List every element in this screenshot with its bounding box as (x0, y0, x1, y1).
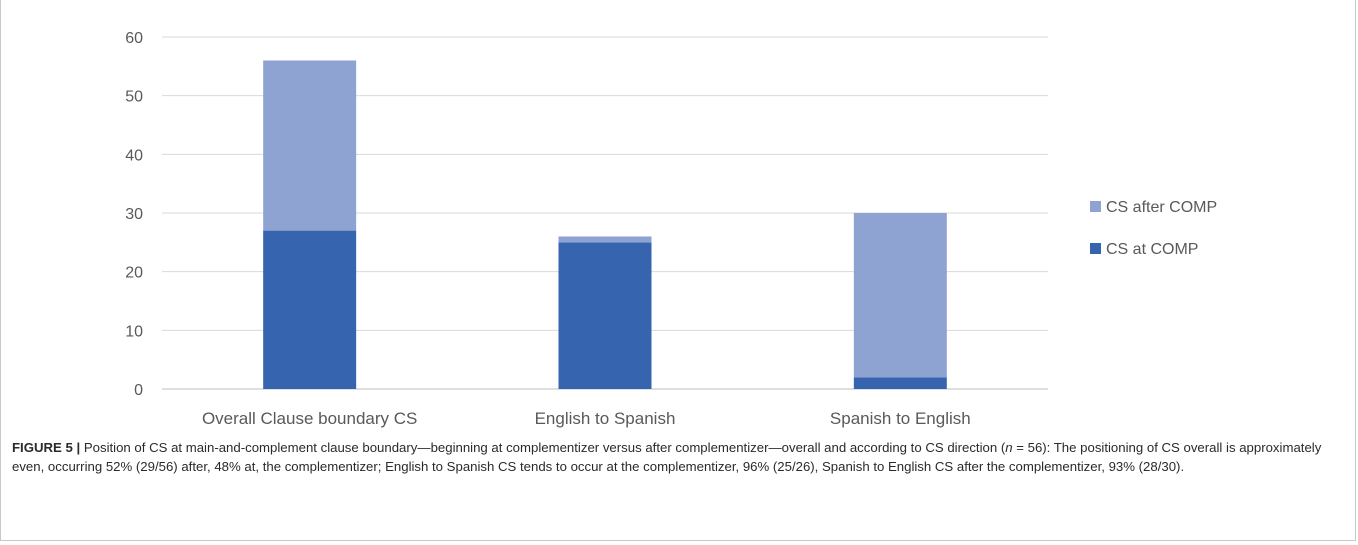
x-category-label: English to Spanish (535, 409, 676, 428)
y-axis-ticks: 0 10 20 30 40 50 60 (125, 30, 143, 399)
caption-n-symbol: n (1005, 440, 1013, 455)
caption-label: FIGURE 5 | (12, 440, 81, 455)
bar-cs-after-comp-1 (263, 60, 357, 231)
stacked-bar-chart: 0 10 20 30 40 50 60 Overall Clause boundary CS… (125, 30, 1217, 428)
bar-cs-after-comp-2 (558, 236, 652, 243)
y-tick-label: 30 (125, 206, 143, 223)
legend-swatch-cs-after-comp (1090, 201, 1101, 212)
bar-cs-at-comp-2 (558, 242, 652, 389)
figure-caption: FIGURE 5 | Position of CS at main-and-co… (12, 438, 1342, 476)
bars (263, 60, 947, 389)
x-category-label: Spanish to English (830, 409, 971, 428)
legend-label: CS after COMP (1106, 199, 1217, 216)
y-tick-label: 20 (125, 265, 143, 282)
y-tick-label: 50 (125, 89, 143, 106)
bar-cs-at-comp-1 (263, 230, 357, 389)
y-tick-label: 10 (125, 323, 143, 340)
legend-label: CS at COMP (1106, 241, 1198, 258)
legend-swatch-cs-at-comp (1090, 243, 1101, 254)
y-tick-label: 60 (125, 30, 143, 47)
caption-text-1: Position of CS at main-and-complement cl… (80, 440, 1006, 455)
legend: CS after COMP CS at COMP (1090, 199, 1217, 258)
caption-text-2: = 56): The positioning of CS overall is … (12, 440, 1322, 474)
bar-cs-at-comp-3 (853, 377, 947, 389)
bar-cs-after-comp-3 (853, 213, 947, 378)
x-category-label: Overall Clause boundary CS (202, 409, 417, 428)
y-tick-label: 0 (134, 382, 143, 399)
y-tick-label: 40 (125, 147, 143, 164)
x-axis-categories: Overall Clause boundary CS English to Spa… (202, 409, 971, 428)
